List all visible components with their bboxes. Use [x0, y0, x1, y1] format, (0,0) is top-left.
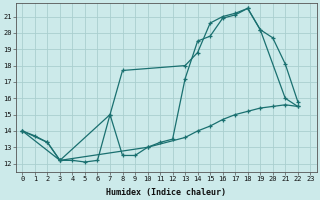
- X-axis label: Humidex (Indice chaleur): Humidex (Indice chaleur): [106, 188, 226, 197]
